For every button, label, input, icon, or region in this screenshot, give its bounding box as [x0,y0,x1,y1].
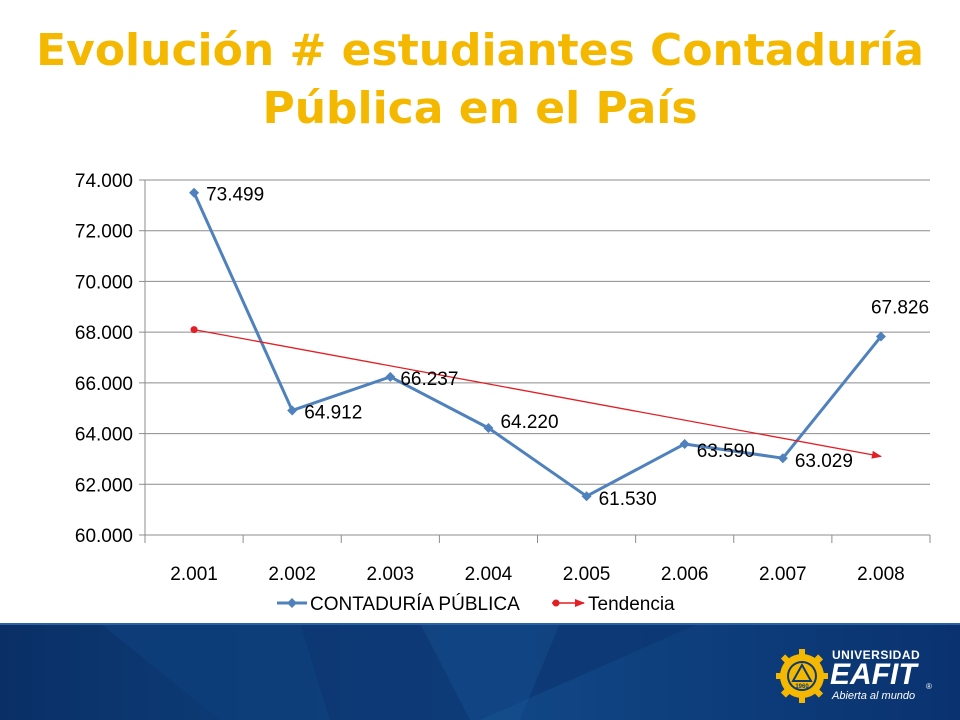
data-label: 64.220 [500,412,558,433]
y-tick-label: 60.000 [75,526,133,547]
legend-marker-contaduria [287,598,297,608]
brand-university: UNIVERSIDAD [832,648,921,662]
title-line-2: Pública en el País [262,83,698,134]
seal-year: 1960 [795,684,809,690]
data-label: 73.499 [206,185,264,206]
trend-start-dot [190,326,198,334]
brand-registered-mark: ® [926,682,932,691]
data-point-marker [679,438,690,449]
x-tick-label: 2.004 [465,564,513,585]
data-point-marker [189,187,200,198]
title-line-1: Evolución # estudiantes Contaduría [36,25,924,76]
y-tick-label: 62.000 [75,475,133,496]
data-point-marker [287,405,298,416]
y-tick-label: 68.000 [75,323,133,344]
y-axis-ticks: 60.000 62.000 64.000 66.000 68.000 70.000 72.0… [75,171,133,547]
legend-marker-tendencia [552,599,560,607]
y-tick-label: 66.000 [75,374,133,395]
legend-label-contaduria: CONTADURÍA PÚBLICA [310,593,520,615]
slide-title: Evolución # estudiantes Contaduría Públi… [0,22,960,138]
trend-line [193,328,882,459]
legend-label-tendencia: Tendencia [588,594,675,615]
data-label: 66.237 [400,369,458,390]
series-line-contaduria [192,192,883,498]
x-tick-label: 2.008 [857,564,905,585]
data-point-marker [581,491,592,502]
y-tick-label: 70.000 [75,272,133,293]
line-chart: 60.000 62.000 64.000 66.000 68.000 70.000 72.0… [75,171,931,615]
eafit-logo: 1960 UNIVERSIDAD EAFIT ® Abierta al mund… [776,646,946,706]
x-tick-label: 2.007 [759,564,807,585]
data-point-marker [385,371,396,382]
eafit-seal-icon: 1960 [776,649,828,703]
x-tick-label: 2.002 [268,564,316,585]
gridlines [139,179,931,543]
brand-name: EAFIT [830,658,917,691]
brand-slogan: Abierta al mundo [832,690,916,702]
data-label: 61.530 [599,489,657,510]
legend: CONTADURÍA PÚBLICA Tendencia [277,593,675,615]
data-labels: 73.499 64.912 66.237 64.220 61.530 63.590 63.0… [206,185,929,510]
x-tick-label: 2.006 [661,564,709,585]
data-label: 63.029 [795,451,853,472]
y-tick-label: 72.000 [75,222,133,243]
y-tick-label: 74.000 [75,171,133,192]
x-tick-label: 2.005 [563,564,611,585]
data-label: 67.826 [871,298,929,319]
x-tick-label: 2.001 [170,564,218,585]
data-point-marker [875,331,886,342]
x-tick-label: 2.003 [367,564,415,585]
series [189,187,886,502]
data-label: 63.590 [697,441,755,462]
data-point-marker [777,453,788,464]
y-tick-label: 64.000 [75,425,133,446]
x-axis-ticks: 2.001 2.002 2.003 2.004 2.005 2.006 2.007 2.008 [170,564,904,585]
data-label: 64.912 [304,402,362,423]
data-point-marker [483,422,494,433]
